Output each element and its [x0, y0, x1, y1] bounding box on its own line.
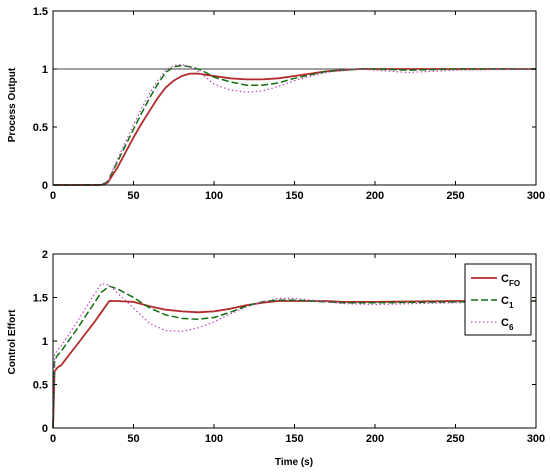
- y-tick-label: 1.5: [33, 293, 48, 305]
- x-tick-label: 150: [285, 433, 303, 445]
- y-tick-label: 0: [42, 423, 48, 435]
- x-tick-label: 50: [127, 190, 139, 202]
- process-output-chart: 0 50 100 150 200 250 300 0 0.5 1 1.5: [33, 6, 545, 202]
- control-effort-y-label: Control Effort: [7, 309, 18, 375]
- y-tick-label: 0.5: [33, 122, 48, 134]
- time-x-label: Time (s): [275, 457, 313, 468]
- control-effort-series-line: [52, 300, 536, 429]
- x-tick-label: 150: [285, 190, 303, 202]
- x-tick-label: 100: [205, 190, 223, 202]
- y-tick-label: 1: [42, 64, 48, 76]
- y-tick-label: 0.5: [33, 380, 48, 392]
- process-output-series-line: [53, 68, 536, 186]
- x-tick-label: 100: [205, 433, 223, 445]
- x-tick-label: 300: [527, 190, 545, 202]
- process-output-series-line: [53, 64, 536, 186]
- x-tick-label: 0: [50, 433, 56, 445]
- x-tick-label: 200: [366, 190, 384, 202]
- control-effort-series-line: [52, 285, 537, 429]
- x-tick-label: 250: [446, 190, 464, 202]
- x-tick-label: 0: [50, 190, 56, 202]
- x-tick-label: 50: [127, 433, 139, 445]
- y-tick-label: 1: [42, 336, 48, 348]
- y-tick-label: 1.5: [33, 6, 48, 18]
- x-tick-label: 200: [366, 433, 384, 445]
- y-tick-label: 0: [42, 180, 48, 192]
- y-tick-label: 2: [42, 249, 48, 261]
- x-tick-label: 250: [446, 433, 464, 445]
- x-tick-label: 300: [527, 433, 545, 445]
- process-output-y-label: Process Output: [7, 67, 18, 142]
